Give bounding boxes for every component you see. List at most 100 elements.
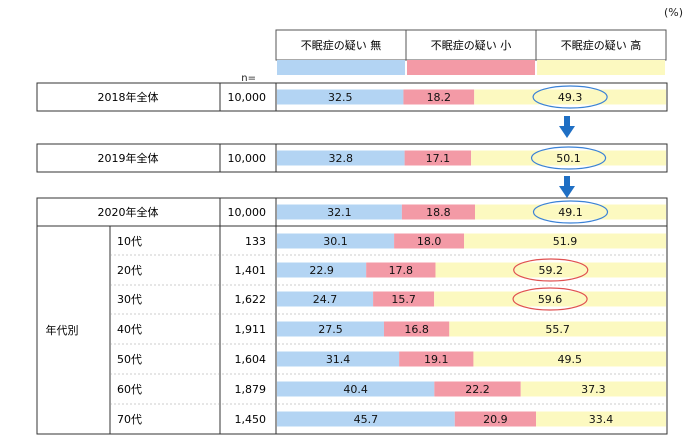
bar-segment-high [471,150,666,166]
data-label-none: 40.4 [343,383,368,396]
row-n: 133 [245,235,266,248]
data-label-low: 18.8 [426,206,451,219]
legend-box-high [535,29,667,61]
legend-label-low: 不眠症の疑い 小 [431,38,512,52]
data-label-none: 32.1 [327,206,352,219]
data-label-high: 59.6 [538,293,563,306]
data-label-low: 20.9 [483,413,508,426]
chart-rows: 2018年全体 10,000 32.5 18.2 49.3 2019年全体 10,000 32… [98,85,666,427]
data-label-none: 22.9 [309,264,334,277]
row-label: 2018年全体 [98,90,159,104]
age-group-label: 年代別 [46,323,79,337]
legend-item-low: 不眠症の疑い 小 [405,29,537,75]
bar-segment-low [403,89,475,105]
row-label: 10代 [117,235,142,248]
down-arrow-2 [559,176,575,198]
highlight-ellipse [532,200,609,224]
bar-segment-low [383,321,450,337]
bar-segment-none [277,233,395,249]
data-label-high: 50.1 [556,152,581,165]
frame-2020-and-age [36,197,668,435]
row-label: 70代 [117,413,142,426]
row-n: 10,000 [228,152,267,165]
data-label-none: 45.7 [354,413,379,426]
row-label: 50代 [117,353,142,366]
row-n: 1,401 [235,264,267,277]
data-label-high: 37.3 [581,383,606,396]
row-frames [36,82,668,435]
bar-segment-high [475,204,666,220]
data-label-none: 24.7 [313,293,338,306]
bar-segment-low [454,411,537,427]
legend-swatch-low [407,60,535,75]
bar-segment-none [277,262,367,278]
data-label-high: 49.1 [558,206,583,219]
bar-segment-low [366,262,436,278]
row-label: 2019年全体 [98,151,159,165]
bar-segment-none [277,150,405,166]
row-n: 10,000 [228,206,267,219]
data-label-high: 55.7 [545,323,570,336]
data-label-none: 31.4 [326,353,351,366]
legend-box-low [405,29,537,61]
highlight-ellipse [532,85,608,109]
data-label-low: 22.2 [465,383,490,396]
bar-segment-low [401,204,476,220]
row-label: 30代 [117,293,142,306]
bar-segment-low [434,381,521,397]
row-n: 10,000 [228,91,267,104]
data-label-low: 17.1 [426,152,451,165]
data-label-none: 32.8 [329,152,354,165]
data-label-none: 27.5 [318,323,343,336]
bar-segment-low [394,233,465,249]
row-n: 1,604 [235,353,267,366]
data-label-high: 49.5 [557,353,582,366]
bar-segment-high [449,321,666,337]
bar-segment-none [277,89,404,105]
legend-swatch-high [537,60,665,75]
bar-segment-none [277,204,402,220]
data-label-high: 49.3 [558,91,583,104]
row-label: 2020年全体 [98,205,159,219]
down-arrow-1-shaft [564,116,570,127]
legend-item-none: 不眠症の疑い 無 [275,29,407,75]
legend-header: 不眠症の疑い 無 不眠症の疑い 小 不眠症の疑い 高 [275,29,667,75]
data-label-high: 59.2 [538,264,563,277]
frame-2018 [36,82,668,112]
bar-segment-none [277,381,435,397]
data-label-low: 18.0 [417,235,442,248]
bar-segment-high [474,89,666,105]
data-label-low: 17.8 [389,264,414,277]
legend-box-none [275,29,407,61]
data-label-low: 19.1 [424,353,449,366]
data-label-high: 33.4 [589,413,614,426]
data-label-low: 18.2 [427,91,452,104]
n-header: n= [241,73,256,84]
down-arrow-1-head [559,126,575,138]
row-n: 1,622 [235,293,267,306]
highlight-ellipse [530,146,607,170]
legend-label-none: 不眠症の疑い 無 [301,38,382,52]
bar-segment-high [473,351,666,367]
row-label: 20代 [117,264,142,277]
data-label-high: 51.9 [553,235,578,248]
data-label-low: 15.7 [391,293,416,306]
row-label: 60代 [117,383,142,396]
legend-label-high: 不眠症の疑い 高 [561,38,642,52]
bar-segment-high [536,411,666,427]
bar-segment-low [399,351,474,367]
bar-segment-high [464,233,666,249]
bar-segment-high [435,262,666,278]
row-n: 1,879 [235,383,267,396]
bar-segment-none [277,321,384,337]
highlight-ellipse [512,287,588,311]
row-label: 40代 [117,323,142,336]
down-arrow-1 [559,116,575,138]
bar-segment-none [277,351,400,367]
bar-segment-none [277,411,455,427]
bar-segment-low [404,150,472,166]
bar-segment-high [520,381,666,397]
frame-2019 [36,143,668,173]
data-label-none: 30.1 [323,235,348,248]
